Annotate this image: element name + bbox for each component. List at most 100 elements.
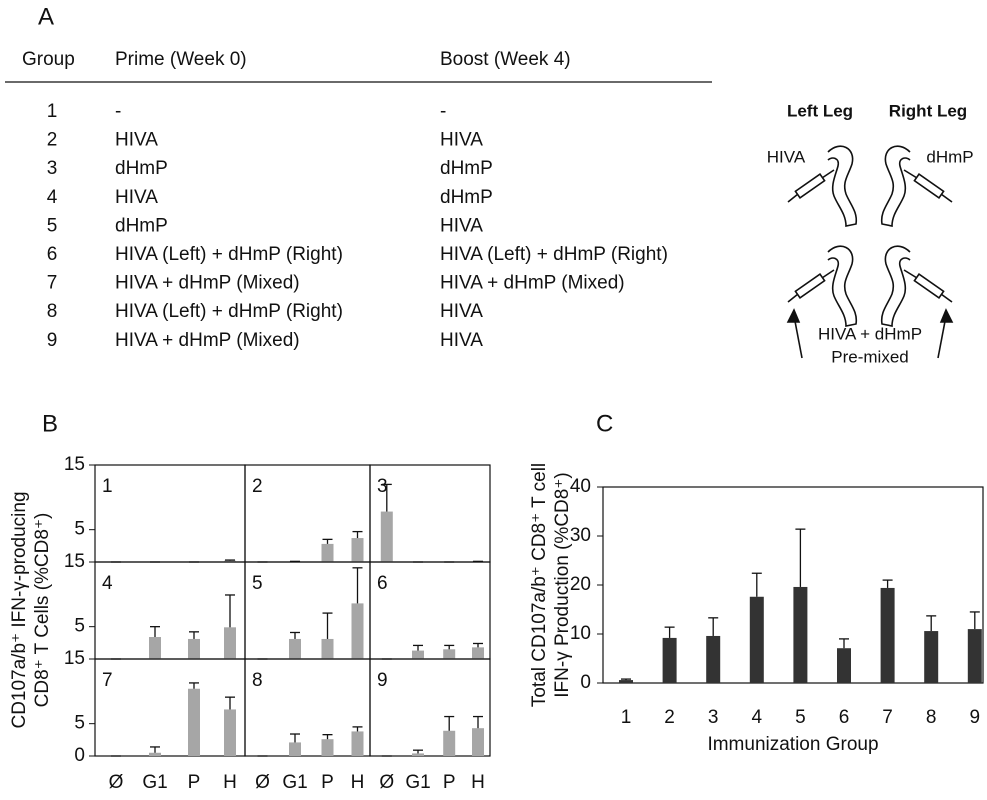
y-tick-label: 10 xyxy=(570,623,591,644)
x-tick-label: H xyxy=(351,772,365,793)
panel-number: 2 xyxy=(252,476,263,497)
y-axis-label: IFN-γ Production (%CD8⁺) xyxy=(552,472,573,697)
bar xyxy=(188,688,200,756)
group-number: 5 xyxy=(47,215,58,236)
boost-cell: HIVA xyxy=(440,215,483,236)
bar xyxy=(749,596,764,683)
x-tick-label: 6 xyxy=(839,707,850,728)
bar xyxy=(412,650,424,659)
y-tick-label: 5 xyxy=(74,713,85,734)
bar xyxy=(380,511,393,562)
leg xyxy=(880,245,911,327)
arrow xyxy=(793,315,803,359)
y-tick-label: 15 xyxy=(64,551,85,572)
bar xyxy=(149,752,161,756)
bar xyxy=(619,680,633,683)
bar xyxy=(880,587,895,683)
panel-frame xyxy=(369,561,491,660)
y-tick-label: 5 xyxy=(74,616,85,637)
boost-cell: HIVA xyxy=(440,130,483,151)
bar xyxy=(351,731,364,756)
x-axis-label: Immunization Group xyxy=(707,734,878,755)
table-body: 1 - - 2 HIVA HIVA 3 dHmP dHmP 4 HIVA dHmP 5 dHmP HIVA 6… xyxy=(47,101,668,351)
x-tick-label: 7 xyxy=(882,707,893,728)
leg-label: Left Leg xyxy=(787,101,853,120)
group-number: 4 xyxy=(47,187,58,208)
bar xyxy=(837,648,851,683)
y-tick-label: 15 xyxy=(64,454,85,475)
bar xyxy=(924,631,939,683)
bar xyxy=(149,637,161,659)
prime-cell: dHmP xyxy=(115,215,168,236)
y-tick-label: 30 xyxy=(570,525,591,546)
table-header: Group xyxy=(22,49,75,70)
vaccine-label: HIVA xyxy=(767,147,806,166)
syringe xyxy=(903,169,953,203)
y-axis-label: CD8⁺ T Cells (%CD8⁺) xyxy=(32,513,53,708)
prime-cell: HIVA + dHmP (Mixed) xyxy=(115,273,300,294)
bar xyxy=(472,728,484,756)
group-number: 7 xyxy=(47,273,58,294)
leg xyxy=(827,145,858,227)
bar xyxy=(351,538,364,562)
x-tick-label: G1 xyxy=(142,772,167,793)
y-tick-label: 20 xyxy=(570,574,591,595)
syringe xyxy=(787,269,835,303)
panel-label: B xyxy=(42,410,58,437)
leg xyxy=(880,145,911,227)
arrow xyxy=(937,315,947,359)
x-tick-label: 8 xyxy=(926,707,937,728)
arrow-head xyxy=(939,308,954,323)
bar xyxy=(224,560,236,562)
bar xyxy=(321,543,334,562)
group-number: 6 xyxy=(47,244,58,265)
panel-frame xyxy=(244,658,371,757)
x-tick-label: H xyxy=(471,772,485,793)
group-number: 2 xyxy=(47,130,58,151)
bar xyxy=(224,709,236,756)
panel-number: 3 xyxy=(377,476,388,497)
leg xyxy=(827,245,858,327)
boost-cell: HIVA (Left) + dHmP (Right) xyxy=(440,244,668,265)
panel-number: 9 xyxy=(377,670,388,691)
bar xyxy=(967,629,982,683)
y-axis-label: CD107a/b⁺ IFN-γ-producing xyxy=(9,491,30,728)
x-tick-label: H xyxy=(223,772,237,793)
vaccine-label: dHmP xyxy=(926,147,973,166)
group-number: 9 xyxy=(47,330,58,351)
bar xyxy=(443,730,456,756)
leg-label: Right Leg xyxy=(889,101,967,120)
panel-label: C xyxy=(596,410,613,437)
bar xyxy=(412,753,424,756)
leg-drawings xyxy=(786,145,954,359)
x-tick-label: 4 xyxy=(752,707,763,728)
x-tick-label: P xyxy=(443,772,456,793)
x-tick-label: P xyxy=(188,772,201,793)
group-number: 1 xyxy=(47,101,58,122)
y-tick-label: 0 xyxy=(580,672,591,693)
boost-cell: dHmP xyxy=(440,158,493,179)
panel-number: 5 xyxy=(252,573,263,594)
x-tick-label: G1 xyxy=(405,772,430,793)
panel-number: 1 xyxy=(102,476,113,497)
bar xyxy=(472,647,484,659)
x-tick-label: 5 xyxy=(795,707,806,728)
bar xyxy=(289,742,301,756)
bar xyxy=(289,638,301,659)
boost-cell: HIVA xyxy=(440,330,483,351)
table-header: Boost (Week 4) xyxy=(440,49,571,70)
bar xyxy=(224,627,236,659)
prime-cell: HIVA (Left) + dHmP (Right) xyxy=(115,244,343,265)
table-header: Prime (Week 0) xyxy=(115,49,247,70)
prime-cell: HIVA xyxy=(115,187,158,208)
x-tick-label: P xyxy=(321,772,334,793)
bar xyxy=(321,739,334,756)
y-tick-label: 15 xyxy=(64,648,85,669)
bar xyxy=(706,635,721,683)
panel-frame xyxy=(94,464,246,563)
y-tick-label: 5 xyxy=(74,519,85,540)
group-number: 3 xyxy=(47,158,58,179)
x-tick-label: Ø xyxy=(255,772,270,793)
x-tick-label: 1 xyxy=(621,707,632,728)
